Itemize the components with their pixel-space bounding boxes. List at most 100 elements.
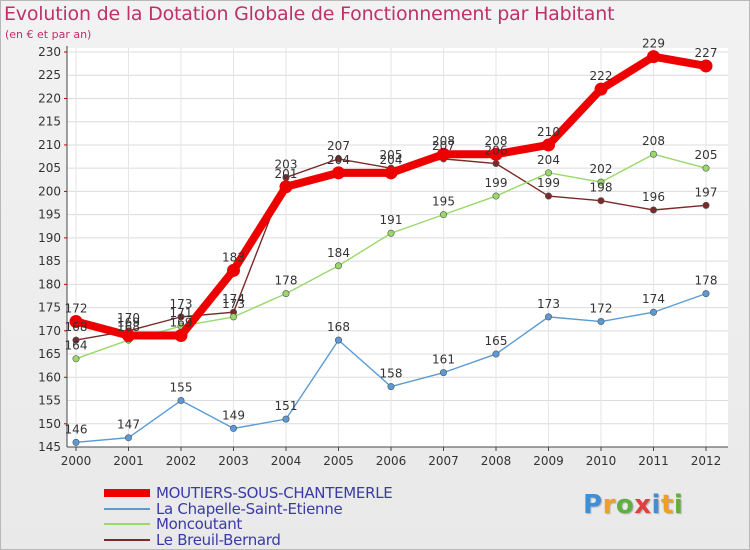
- data-label: 170: [117, 311, 140, 325]
- x-tick-label: 2012: [691, 454, 722, 468]
- data-label: 155: [170, 381, 193, 395]
- data-point: [282, 290, 290, 298]
- data-label: 195: [432, 195, 455, 209]
- data-point: [544, 192, 552, 200]
- data-label: 173: [537, 297, 560, 311]
- data-label: 184: [327, 246, 350, 260]
- data-point: [387, 383, 395, 391]
- y-tick-label: 180: [38, 277, 61, 291]
- data-label: 207: [432, 139, 455, 153]
- legend-item: MOUTIERS-SOUS-CHANTEMERLE: [104, 484, 393, 502]
- data-point: [492, 350, 500, 358]
- legend-swatch: [104, 507, 150, 510]
- data-label: 203: [275, 157, 298, 171]
- data-point: [282, 415, 290, 423]
- data-point: [332, 166, 345, 180]
- logo-letter: P: [583, 490, 603, 520]
- legend-label: Le Breuil-Bernard: [156, 530, 281, 549]
- data-label: 208: [432, 134, 455, 148]
- x-tick-label: 2001: [113, 454, 144, 468]
- y-tick-label: 205: [38, 161, 61, 175]
- y-tick-label: 215: [38, 115, 61, 129]
- data-label: 204: [327, 153, 350, 167]
- logo-letter: i: [651, 490, 661, 520]
- data-point: [597, 197, 605, 205]
- legend-item: Moncoutant: [104, 515, 243, 533]
- data-label: 174: [222, 292, 245, 306]
- y-tick-label: 160: [38, 370, 61, 384]
- y-tick-label: 220: [38, 91, 61, 105]
- x-tick-label: 2004: [271, 454, 302, 468]
- grid-layer: [67, 48, 728, 448]
- data-label: 147: [117, 418, 140, 432]
- data-label: 201: [275, 167, 298, 181]
- data-point: [230, 313, 238, 321]
- data-label: 164: [65, 339, 88, 353]
- x-tick-label: 2006: [376, 454, 407, 468]
- data-point: [177, 397, 185, 405]
- data-label: 208: [642, 134, 665, 148]
- data-label: 229: [642, 37, 665, 51]
- data-label: 222: [590, 69, 613, 83]
- data-label: 210: [537, 125, 560, 139]
- legend-label: Moncoutant: [156, 515, 243, 533]
- data-label: 168: [117, 320, 140, 334]
- plot-area: [67, 48, 728, 447]
- y-tick-label: 155: [38, 394, 61, 408]
- data-label: 196: [642, 190, 665, 204]
- y-tick-label: 150: [38, 417, 61, 431]
- logo-letter: o: [615, 490, 635, 520]
- data-label: 149: [222, 408, 245, 422]
- y-tick-label: 210: [38, 138, 61, 152]
- legend-label: La Chapelle-Saint-Etienne: [156, 499, 343, 518]
- data-point: [279, 180, 293, 194]
- x-tick-label: 2005: [323, 454, 354, 468]
- data-point: [384, 166, 398, 180]
- data-label: 172: [65, 302, 88, 316]
- y-tick-label: 145: [38, 440, 61, 454]
- data-label: 227: [695, 46, 718, 60]
- data-label: 173: [222, 297, 245, 311]
- data-point: [125, 434, 133, 442]
- logo-letter: x: [634, 490, 652, 520]
- data-label: 197: [695, 185, 718, 199]
- data-label: 178: [695, 274, 718, 288]
- logo-letter: i: [673, 490, 684, 520]
- data-point: [492, 192, 500, 200]
- logo-letter: t: [660, 490, 674, 520]
- data-point: [492, 160, 500, 168]
- data-label: 183: [222, 250, 245, 264]
- data-point: [69, 315, 83, 329]
- data-point: [72, 355, 80, 363]
- data-point: [437, 147, 450, 161]
- data-label: 199: [485, 176, 508, 190]
- data-label: 171: [170, 306, 193, 320]
- data-label: 146: [65, 422, 88, 436]
- legend-swatch: [104, 489, 150, 497]
- data-label: 161: [432, 353, 455, 367]
- y-tick-label: 230: [38, 45, 61, 59]
- data-point: [227, 263, 240, 277]
- data-point: [72, 438, 80, 446]
- data-label: 205: [380, 148, 403, 162]
- data-label: 165: [485, 334, 508, 348]
- x-tick-label: 2002: [166, 454, 197, 468]
- data-point: [544, 169, 552, 177]
- data-point: [334, 262, 342, 270]
- data-label: 169: [170, 315, 193, 329]
- data-point: [174, 328, 188, 342]
- legend-item: La Chapelle-Saint-Etienne: [104, 499, 343, 518]
- data-point: [542, 138, 555, 152]
- x-tick-label: 2008: [481, 454, 512, 468]
- data-point: [230, 424, 238, 432]
- proxiti-logo: Proxiti: [583, 490, 683, 520]
- y-tick-label: 200: [38, 184, 61, 198]
- data-point: [334, 336, 342, 344]
- data-point: [702, 290, 710, 298]
- legend-label: MOUTIERS-SOUS-CHANTEMERLE: [156, 484, 393, 502]
- y-tick-label: 165: [38, 347, 61, 361]
- data-point: [177, 313, 185, 321]
- data-point: [439, 211, 447, 219]
- data-point: [699, 59, 713, 73]
- data-label: 151: [275, 399, 298, 413]
